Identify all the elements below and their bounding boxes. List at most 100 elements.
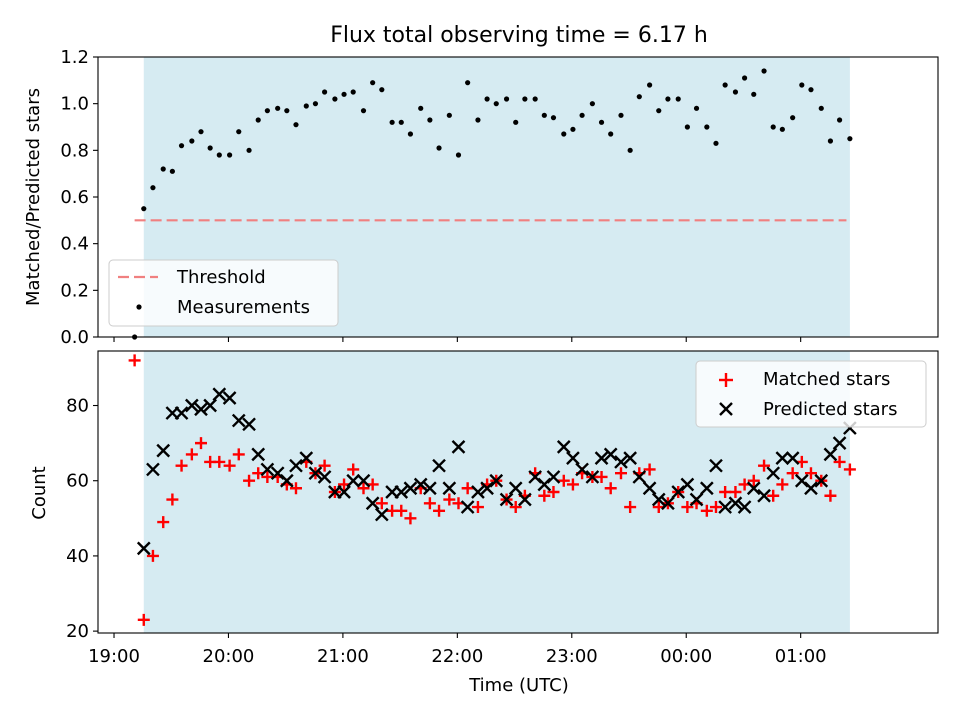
predicted-star-point (460, 500, 475, 514)
measurement-point (475, 117, 481, 123)
predicted-star-point (146, 462, 160, 477)
measurement-point (751, 91, 757, 97)
x-tick-label: 00:00 (660, 646, 712, 667)
measurement-point (608, 131, 614, 137)
matched-star-point (357, 482, 370, 495)
measurement-point (264, 108, 270, 114)
y-tick-label: 20 (66, 621, 89, 642)
legend-predicted-label: Predicted stars (763, 399, 897, 420)
y-tick-label: 1.0 (60, 94, 89, 115)
predicted-star-point (518, 492, 532, 507)
matched-star-point (461, 482, 474, 495)
predicted-star-point (156, 443, 171, 458)
y-tick-label: 0.0 (60, 327, 89, 348)
matched-star-point (443, 493, 456, 506)
measurement-point (827, 138, 834, 144)
predicted-star-point (775, 451, 790, 466)
measurement-point (522, 96, 528, 102)
measurement-point (236, 129, 242, 135)
matched-star-point (232, 448, 245, 461)
x-tick-label: 01:00 (775, 646, 827, 667)
count-panel-y-ticks: 20 40 60 80 (66, 396, 98, 642)
predicted-star-point (689, 492, 704, 507)
measurement-point (150, 185, 156, 191)
predicted-star-point (832, 436, 847, 450)
matched-star-point (614, 467, 627, 480)
measurement-point (636, 94, 642, 100)
matched-star-point (166, 493, 179, 506)
measurement-point (341, 91, 347, 97)
predicted-star-point (337, 485, 351, 499)
measurement-point (665, 96, 671, 102)
measurement-point (790, 115, 796, 121)
matched-star-point (700, 504, 713, 517)
measurement-point (656, 108, 662, 114)
predicted-star-point (365, 496, 380, 511)
predicted-star-point (709, 458, 723, 473)
predicted-star-point (317, 470, 332, 484)
measurement-point (836, 117, 843, 123)
measurement-point (169, 168, 175, 174)
x-tick-label: 20:00 (203, 646, 255, 667)
predicted-star-point (632, 470, 647, 484)
predicted-star-point (737, 500, 752, 514)
predicted-star-point (642, 481, 657, 496)
measurement-point (427, 117, 433, 123)
predicted-star-point (442, 481, 457, 496)
matched-star-point (709, 501, 722, 514)
x-tick-label: 19:00 (88, 646, 140, 667)
predicted-star-point (746, 481, 761, 496)
measurement-point (455, 152, 462, 158)
x-axis-label: Time (UTC) (468, 675, 569, 696)
measurement-point (541, 112, 547, 118)
predicted-star-point (299, 451, 314, 466)
measurement-point (275, 105, 281, 111)
matched-star-point (719, 486, 732, 498)
predicted-star-point (356, 473, 371, 488)
measurement-point (713, 140, 719, 146)
measurement-point (550, 115, 557, 121)
matched-star-point (604, 482, 617, 495)
predicted-star-point (251, 447, 266, 462)
legend-matched-label: Matched stars (763, 369, 890, 390)
x-tick-label: 22:00 (431, 646, 483, 667)
measurement-point (484, 96, 490, 102)
measurement-point (722, 82, 728, 88)
matched-star-point (423, 497, 436, 510)
y-tick-label: 60 (66, 471, 89, 492)
predicted-star-point (823, 447, 838, 462)
matched-star-point (747, 474, 760, 487)
predicted-star-point (556, 440, 571, 454)
measurement-point (178, 143, 185, 149)
matched-star-point (824, 489, 837, 502)
matched-star-point (395, 504, 408, 517)
measurement-point (350, 89, 356, 95)
measurement-point (818, 105, 824, 111)
y-tick-label: 0.4 (60, 234, 89, 255)
matched-star-point (157, 516, 170, 529)
matched-star-point (804, 467, 817, 480)
count-panel-x-ticks: 19:00 20:00 21:00 22:00 23:00 00:00 01:00 (88, 633, 827, 667)
predicted-stars-points (136, 387, 857, 556)
chart-title: Flux total observing time = 6.17 h (330, 23, 708, 48)
measurement-point (321, 89, 328, 95)
measurement-point (360, 108, 367, 114)
measurement-point (693, 105, 700, 111)
measurement-points (132, 68, 853, 340)
predicted-star-point (575, 462, 589, 477)
predicted-star-point (374, 507, 389, 522)
matched-star-point (128, 354, 141, 367)
predicted-star-point (614, 455, 628, 469)
measurement-point (799, 82, 805, 88)
y-tick-label: 80 (66, 396, 89, 417)
predicted-star-point (718, 500, 732, 514)
count-legend-box (695, 360, 927, 428)
ratio-legend: Threshold Measurements (108, 259, 339, 327)
measurement-point (418, 105, 424, 111)
matched-star-point (776, 478, 789, 491)
predicted-star-point (231, 413, 246, 428)
ratio-y-axis-label: Matched/Predicted stars (23, 88, 44, 306)
measurement-point (332, 96, 338, 102)
measurement-point (570, 126, 576, 132)
